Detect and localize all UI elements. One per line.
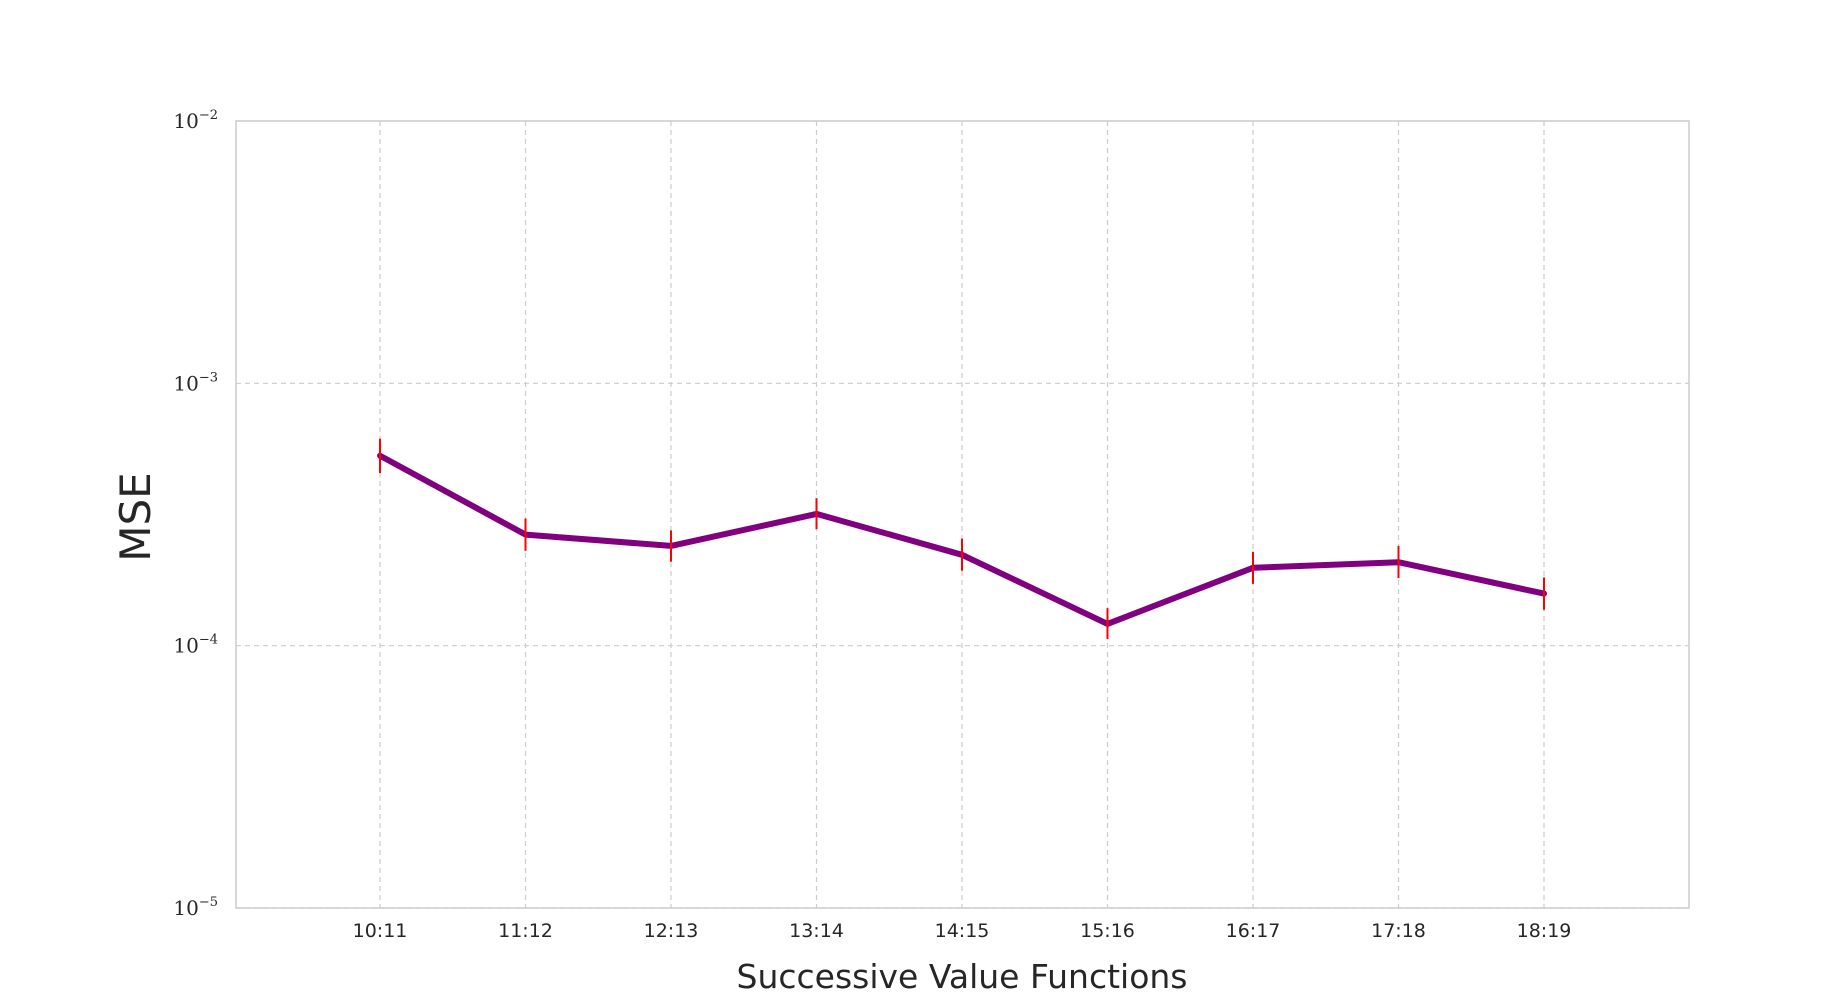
plot-area: [236, 121, 1689, 908]
x-tick-label: 14:15: [935, 920, 990, 942]
x-tick-label: 10:11: [353, 920, 408, 942]
x-tick-label: 17:18: [1371, 920, 1426, 942]
x-tick-label: 11:12: [498, 920, 553, 942]
y-tick-label: 10−3: [173, 370, 218, 395]
x-tick-labels: 10:11 11:12 12:13 13:14 14:15 15:16 16:17 17:18…: [353, 920, 1572, 942]
x-axis-label: Successive Value Functions: [737, 957, 1188, 996]
x-tick-label: 16:17: [1226, 920, 1281, 942]
x-tick-label: 15:16: [1080, 920, 1135, 942]
x-tick-label: 18:19: [1517, 920, 1572, 942]
y-axis-label: MSE: [111, 472, 160, 561]
x-tick-label: 12:13: [644, 920, 699, 942]
y-tick-labels: 10−5 10−4 10−3 10−2: [173, 108, 218, 920]
y-tick-label: 10−5: [173, 895, 218, 920]
y-tick-label: 10−4: [173, 633, 218, 658]
plot-frame: [235, 120, 1690, 909]
error-bars: [379, 438, 1545, 640]
y-tick-label: 10−2: [173, 108, 218, 133]
x-tick-label: 13:14: [789, 920, 844, 942]
